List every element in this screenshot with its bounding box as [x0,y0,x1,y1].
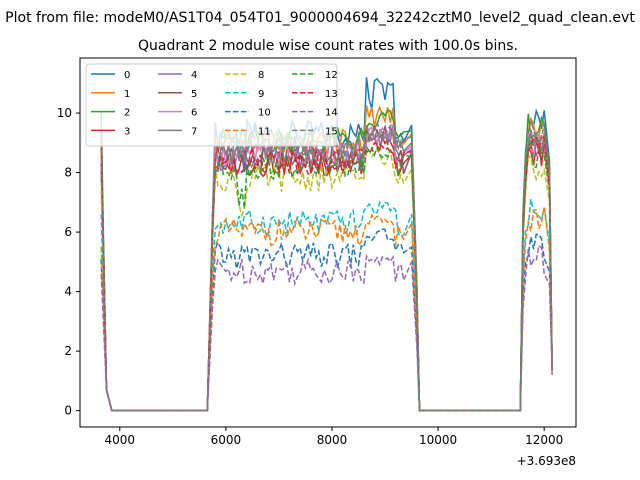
legend-label-7: 7 [191,126,197,137]
legend-box [85,63,338,147]
legend-label-6: 6 [191,108,197,119]
legend-label-14: 14 [325,108,338,119]
y-tick-label: 10 [57,106,72,120]
y-tick-label: 8 [64,166,72,180]
plot-frame [79,57,577,428]
chart-title: Quadrant 2 module wise count rates with … [138,38,518,54]
legend-label-1: 1 [124,89,130,100]
x-axis: 4000 6000 8000 10000 12000 [105,427,563,447]
legend-label-10: 10 [258,108,271,119]
legend-label-0: 0 [124,70,130,81]
legend-label-2: 2 [124,108,130,119]
x-tick-label: 8000 [317,433,348,447]
legend-label-13: 13 [325,89,338,100]
chart-suptitle: Plot from file: modeM0/AS1T04_054T01_900… [5,10,635,26]
y-tick-label: 6 [64,225,72,239]
x-tick-label: 4000 [105,433,136,447]
y-axis: 0 2 4 6 8 10 [57,106,80,418]
x-tick-label: 10000 [419,433,457,447]
x-tick-label: 6000 [211,433,242,447]
legend-label-12: 12 [325,70,338,81]
legend-label-11: 11 [258,126,271,137]
legend-label-5: 5 [191,89,197,100]
x-offset-label: +3.693e8 [517,454,576,468]
legend-label-9: 9 [258,89,264,100]
y-tick-label: 2 [64,344,72,358]
x-tick-label: 12000 [525,433,563,447]
legend-label-3: 3 [124,126,130,137]
legend-label-4: 4 [191,70,197,81]
legend-label-15: 15 [325,126,338,137]
legend-label-8: 8 [258,70,264,81]
series-line-15 [100,119,553,412]
y-tick-label: 4 [64,285,72,299]
y-tick-label: 0 [64,404,72,418]
